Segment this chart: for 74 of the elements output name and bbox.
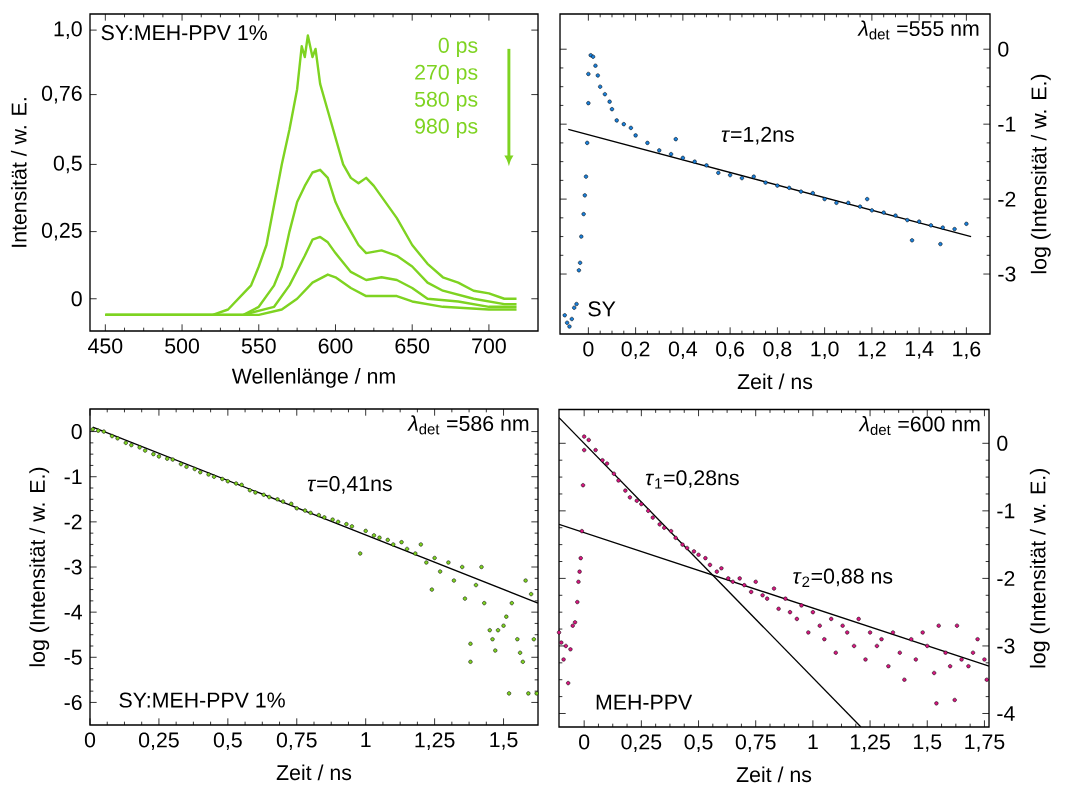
annotation: SY:MEH-PPV 1% <box>119 692 285 708</box>
x-tick-label: 700 <box>472 338 506 354</box>
y-axis-title: log (Intensität / w. E.) <box>29 467 50 667</box>
x-tick-label: 650 <box>395 338 430 354</box>
y2-tick-label: -2 <box>998 191 1016 207</box>
x-tick-label: 1,4 <box>905 341 934 359</box>
x-tick-label: 1,5 <box>914 734 942 752</box>
x-tick-label: 0,5 <box>684 734 713 752</box>
x-tick-label: 0 <box>583 341 594 357</box>
annotation: τ=0,41ns <box>307 476 392 494</box>
y2-tick-label: -3 <box>998 266 1016 282</box>
annotation: 270 ps <box>415 64 478 85</box>
y-tick-label: 0,76 <box>41 85 82 104</box>
y-axis-title: Intensität / w. E. <box>10 98 27 247</box>
y-tick-label: 0 <box>71 291 82 307</box>
x-tick-label: 1,2 <box>858 341 886 359</box>
x-tick-label: 1 <box>808 734 818 750</box>
x-tick-label: 1,25 <box>850 734 890 752</box>
x-tick-label: 0,6 <box>716 341 744 359</box>
annotation: λ$_{det}$ =600 nm <box>858 415 980 435</box>
y-tick-label: 0,5 <box>53 155 82 174</box>
x-tick-label: 600 <box>318 338 353 354</box>
x-tick-label: 0,75 <box>276 732 317 750</box>
y2-tick-label: -1 <box>997 503 1015 519</box>
annotation: λ$_{det}$ =555 nm <box>857 20 979 40</box>
x-tick-label: 0,4 <box>668 341 698 359</box>
y-tick-label: -5 <box>64 649 82 665</box>
y-tick-label: -4 <box>64 604 82 620</box>
y2-axis-title: log (Intensität / w. E.) <box>1030 74 1051 274</box>
annotation: SY <box>588 301 616 317</box>
x-tick-label: 1,5 <box>490 732 518 750</box>
x-axis-title: Wellenlänge / nm <box>231 367 395 388</box>
x-tick-label: 550 <box>241 338 276 354</box>
y2-tick-label: -4 <box>997 706 1015 721</box>
x-tick-label: 1 <box>361 732 371 748</box>
y-tick-label: -2 <box>64 514 82 530</box>
annotation: 980 ps <box>415 118 478 138</box>
x-tick-label: 0,25 <box>621 734 662 752</box>
x-axis-title: Zeit / ns <box>276 764 352 781</box>
x-axis-title: Zeit / ns <box>737 373 813 390</box>
annotation: 580 ps <box>414 91 478 111</box>
y-tick-label: 1,0 <box>54 21 82 39</box>
x-tick-label: 0,75 <box>735 734 776 752</box>
x-tick-label: 450 <box>88 338 123 354</box>
x-tick-label: 1,0 <box>811 341 839 359</box>
y-tick-label: 0,25 <box>41 222 82 241</box>
y2-axis-title: log (Intensität / w. E.) <box>1029 469 1050 668</box>
annotation: τ=1,2ns <box>721 126 794 145</box>
y2-tick-label: -2 <box>997 570 1015 586</box>
y-tick-label: -6 <box>64 694 82 710</box>
x-tick-label: 0,2 <box>621 341 650 359</box>
y2-tick-label: 0 <box>997 435 1008 451</box>
y2-tick-label: 0 <box>998 41 1009 57</box>
y-tick-label: -1 <box>64 469 82 485</box>
annotation: 0 ps <box>438 37 478 58</box>
x-tick-label: 0 <box>84 732 96 748</box>
x-tick-label: 500 <box>165 338 199 354</box>
annotation: λ$_{det}$ =586 nm <box>407 415 529 435</box>
x-axis-title: Zeit / ns <box>736 766 812 783</box>
y2-tick-label: -1 <box>998 116 1016 132</box>
annotation: τ$_{1}$=0,28ns <box>645 470 739 489</box>
annotation: τ$_{2}$=0,88 ns <box>793 568 893 587</box>
x-tick-label: 0,5 <box>213 732 242 750</box>
x-tick-label: 1,6 <box>953 341 981 359</box>
x-tick-label: 0,25 <box>139 732 179 750</box>
x-tick-label: 1,25 <box>415 732 455 750</box>
y-tick-label: -3 <box>64 559 82 575</box>
annotation: MEH-PPV <box>596 694 693 710</box>
x-tick-label: 0 <box>579 734 590 750</box>
x-tick-label: 1,75 <box>965 734 1005 752</box>
annotation: SY:MEH-PPV 1% <box>101 25 267 41</box>
y-tick-label: 0 <box>71 424 82 440</box>
x-tick-label: 0,8 <box>763 341 792 359</box>
y2-tick-label: -3 <box>997 638 1015 654</box>
